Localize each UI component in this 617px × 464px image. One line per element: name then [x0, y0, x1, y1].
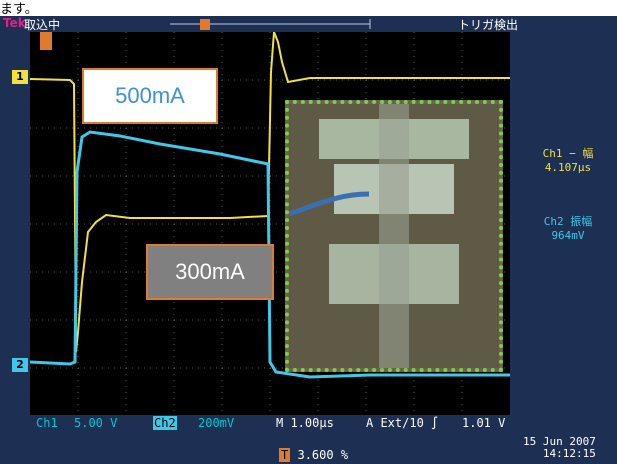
- ch1-measurement-value: 4.107μs: [544, 161, 592, 174]
- record-position-bar: [170, 19, 371, 30]
- percent-readout: T 3.600 %: [279, 448, 348, 462]
- ch1-measurement-label: Ch1 − 幅: [542, 147, 594, 160]
- trigger-percent-icon: T: [279, 448, 291, 462]
- caption-fragment: ます。: [0, 2, 38, 17]
- acquire-state: 取込中: [24, 18, 61, 32]
- ch2-scale: 200mV: [198, 416, 235, 430]
- trigger-position-icon: [200, 19, 210, 30]
- apparatus-photo: [285, 100, 503, 372]
- status-bar: Tek 取込中 トリガ検出: [0, 16, 617, 32]
- ch2-measurement-label: Ch2 振幅: [543, 215, 593, 228]
- ch2-marker: 2: [12, 358, 28, 372]
- date: 15 Jun 2007: [523, 435, 596, 448]
- brand-logo: Tek: [3, 16, 26, 30]
- ch2-waveform: [30, 130, 510, 379]
- label-300ma: 300mA: [146, 244, 274, 300]
- ch1-scale: 5.00 V: [74, 416, 118, 430]
- ch1-measurement: Ch1 − 幅 4.107μs: [528, 145, 608, 174]
- timestamp: 15 Jun 2007 14:12:15: [523, 436, 596, 460]
- label-500ma: 500mA: [82, 68, 218, 124]
- ch1-label: Ch1: [36, 416, 58, 430]
- trigger-marker-icon: [40, 32, 52, 50]
- ch2-label: Ch2: [153, 416, 177, 430]
- ch2-measurement-value: 964mV: [551, 229, 585, 242]
- trigger-state: トリガ検出: [458, 18, 519, 32]
- settings-bar: Ch1 5.00 V Ch2 200mV M 1.00μs A Ext/10 ∫…: [0, 416, 617, 434]
- trigger-level: 1.01 V: [462, 416, 506, 430]
- time: 14:12:15: [542, 447, 596, 460]
- trigger-source: A Ext/10 ∫: [366, 416, 439, 430]
- ch2-measurement: Ch2 振幅 964mV: [528, 213, 608, 242]
- timebase: M 1.00μs: [276, 416, 334, 430]
- ch1-marker: 1: [12, 70, 28, 84]
- trigger-percent: 3.600 %: [297, 448, 349, 462]
